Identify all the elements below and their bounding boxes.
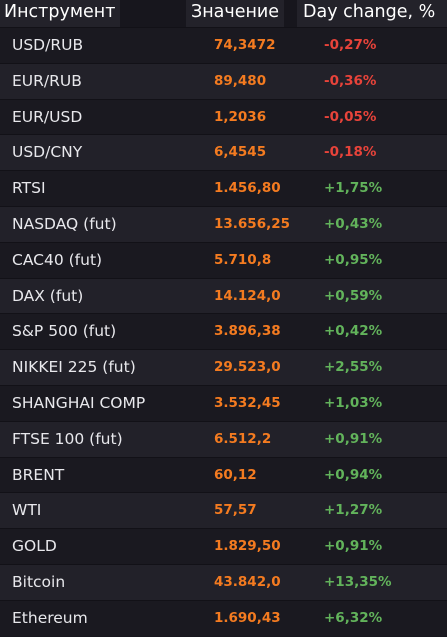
- instrument-name: USD/RUB: [12, 36, 84, 54]
- instrument-value: 57,57: [214, 502, 257, 519]
- instrument-name: Bitcoin: [12, 572, 66, 591]
- instrument-name: DAX (fut): [12, 286, 84, 305]
- day-change: +0,94%: [324, 466, 383, 483]
- instrument-value: 13.656,25: [214, 215, 291, 232]
- header-value[interactable]: Значение: [186, 0, 284, 27]
- table-row[interactable]: SHANGHAI COMP 3.532,45 +1,03%: [0, 384, 447, 421]
- day-change: +1,03%: [324, 394, 383, 411]
- day-change: +1,27%: [324, 502, 383, 519]
- instrument-name: EUR/USD: [12, 107, 83, 126]
- instrument-value: 5.710,8: [214, 251, 272, 268]
- table-row[interactable]: USD/CNY 6,4545 -0,18%: [0, 134, 447, 171]
- header-day-change[interactable]: Day change, %: [297, 0, 447, 27]
- table-body: USD/RUB 74,3472 -0,27% EUR/RUB 89,480 -0,36% E…: [0, 27, 447, 636]
- table-row[interactable]: BRENT 60,12 +0,94%: [0, 456, 447, 493]
- day-change: +0,42%: [324, 323, 383, 340]
- instrument-value: 3.532,45: [214, 394, 281, 411]
- table-row[interactable]: S&P 500 (fut) 3.896,38 +0,42%: [0, 313, 447, 350]
- instrument-name: S&P 500 (fut): [12, 322, 117, 341]
- instrument-name: GOLD: [12, 537, 57, 556]
- instrument-value: 3.896,38: [214, 323, 281, 340]
- instrument-value: 1,2036: [214, 108, 267, 125]
- instrument-name: CAC40 (fut): [12, 250, 103, 269]
- table-row[interactable]: Ethereum 1.690,43 +6,32%: [0, 599, 447, 636]
- instrument-value: 89,480: [214, 72, 267, 89]
- instrument-name: FTSE 100 (fut): [12, 429, 123, 448]
- table-row[interactable]: FTSE 100 (fut) 6.512,2 +0,91%: [0, 420, 447, 457]
- instrument-value: 14.124,0: [214, 287, 281, 304]
- day-change: -0,36%: [324, 72, 377, 89]
- table-row[interactable]: USD/RUB 74,3472 -0,27%: [0, 27, 447, 63]
- instrument-name: EUR/RUB: [12, 71, 82, 90]
- day-change: +0,91%: [324, 538, 383, 555]
- instrument-name: BRENT: [12, 465, 65, 484]
- day-change: +0,91%: [324, 430, 383, 447]
- instrument-name: SHANGHAI COMP: [12, 393, 146, 412]
- table-row[interactable]: NIKKEI 225 (fut) 29.523,0 +2,55%: [0, 349, 447, 385]
- table-row[interactable]: GOLD 1.829,50 +0,91%: [0, 528, 447, 564]
- instrument-name: Ethereum: [12, 608, 88, 627]
- table-header: Инструмент Значение Day change, %: [0, 0, 447, 27]
- table-row[interactable]: RTSI 1.456,80 +1,75%: [0, 170, 447, 206]
- day-change: -0,27%: [324, 37, 377, 53]
- day-change: +1,75%: [324, 180, 383, 197]
- day-change: +0,95%: [324, 251, 383, 268]
- instrument-value: 1.456,80: [214, 180, 281, 197]
- table-row[interactable]: WTI 57,57 +1,27%: [0, 492, 447, 529]
- instrument-name: RTSI: [12, 179, 46, 198]
- table-row[interactable]: EUR/RUB 89,480 -0,36%: [0, 62, 447, 99]
- table-row[interactable]: Bitcoin 43.842,0 +13,35%: [0, 563, 447, 600]
- instrument-value: 43.842,0: [214, 573, 281, 590]
- day-change: -0,05%: [324, 108, 377, 125]
- instrument-name: USD/CNY: [12, 143, 83, 162]
- instrument-value: 6.512,2: [214, 430, 272, 447]
- instrument-value: 6,4545: [214, 144, 267, 161]
- table-row[interactable]: EUR/USD 1,2036 -0,05%: [0, 98, 447, 135]
- table-row[interactable]: NASDAQ (fut) 13.656,25 +0,43%: [0, 205, 447, 242]
- day-change: +13,35%: [324, 573, 392, 590]
- day-change: -0,18%: [324, 144, 377, 161]
- table-row[interactable]: DAX (fut) 14.124,0 +0,59%: [0, 277, 447, 314]
- instrument-value: 1.829,50: [214, 538, 281, 555]
- table-row[interactable]: CAC40 (fut) 5.710,8 +0,95%: [0, 241, 447, 278]
- header-instrument[interactable]: Инструмент: [0, 0, 120, 27]
- instrument-name: NIKKEI 225 (fut): [12, 358, 136, 377]
- instrument-value: 29.523,0: [214, 359, 281, 376]
- instrument-name: NASDAQ (fut): [12, 214, 117, 233]
- day-change: +0,43%: [324, 215, 383, 232]
- day-change: +2,55%: [324, 359, 383, 376]
- day-change: +0,59%: [324, 287, 383, 304]
- instrument-name: WTI: [12, 501, 42, 520]
- instrument-value: 1.690,43: [214, 609, 281, 626]
- instrument-value: 74,3472: [214, 37, 276, 53]
- day-change: +6,32%: [324, 609, 383, 626]
- instrument-value: 60,12: [214, 466, 257, 483]
